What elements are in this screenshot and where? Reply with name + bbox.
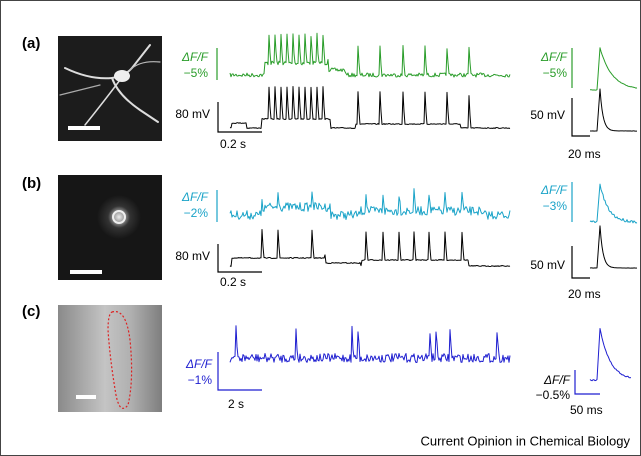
scale-labels: ΔF/F −2% ΔF/F −3% [181,183,568,220]
scale-labels: ΔF/F −1% [185,357,213,387]
trace [229,32,511,78]
scale-label: 50 ms [570,403,603,417]
scale-label: ΔF/F [540,183,568,197]
trace [229,188,511,220]
panel-label: (b) [22,175,41,192]
scale-label: −2% [184,206,209,220]
scale-label: 20 ms [568,147,601,161]
scale-label: 80 mV [175,107,210,121]
panel-label: (a) [22,35,40,52]
trace [590,47,638,91]
image-c [58,305,162,412]
scale-label: 20 ms [568,287,601,301]
scale-label: −5% [543,66,568,80]
scale-label: −5% [184,66,209,80]
trace [590,88,637,132]
trace [589,183,638,224]
scale-label: −0.5% [536,388,571,402]
scale-label: 50 mV [530,108,565,122]
scale-label: −3% [543,199,568,213]
scale-label: 50 mV [530,258,565,272]
scale-label: ΔF/F [181,190,209,204]
scale-label: −1% [188,373,213,387]
scale-label: 2 s [228,397,244,411]
image-b [58,175,162,280]
panel-label: (c) [22,303,40,320]
trace [229,325,511,363]
trace [229,229,511,267]
scale-label: ΔF/F [540,50,568,64]
scale-bars [216,48,600,395]
scale-label: ΔF/F [181,50,209,64]
trace [589,328,632,382]
trace [229,86,511,129]
scale-label: 80 mV [175,249,210,263]
scale-label: 0.2 s [220,275,246,289]
trace [589,225,638,269]
scale-label: ΔF/F [185,357,213,371]
scale-label: ΔF/F [543,373,571,387]
scale-label: 0.2 s [220,137,246,151]
scale-labels: ΔF/F −5% ΔF/F −5% [181,50,568,80]
footer: Current Opinion in Chemical Biology [420,433,630,448]
image-a [58,36,162,141]
